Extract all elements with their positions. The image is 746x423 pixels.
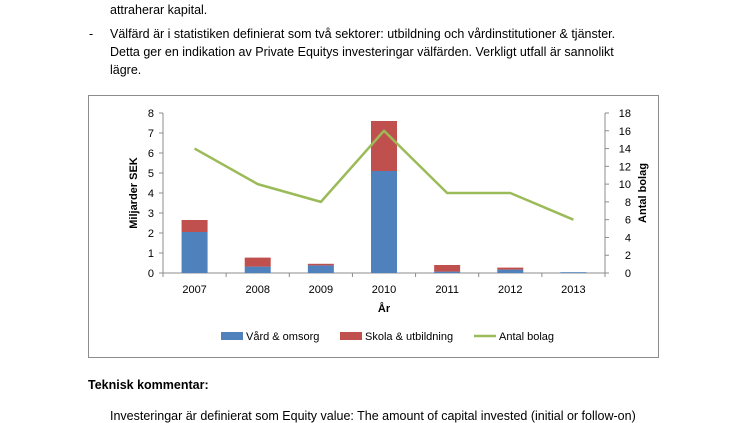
bar-vard-omsorg (371, 171, 397, 273)
bar-skola-utbildning (497, 267, 524, 270)
x-tick-label: 2010 (372, 284, 396, 296)
bullet-dash: - (89, 27, 94, 41)
bar-vard-omsorg (560, 272, 587, 273)
bar-vard-omsorg (434, 271, 461, 273)
y-tick-label: 7 (148, 128, 154, 140)
y2-tick-label: 8 (625, 197, 631, 209)
legend-vard-omsorg-label: Vård & omsorg (246, 331, 319, 343)
legend-skola-utbildning-swatch (340, 332, 362, 340)
y2-tick-label: 12 (619, 161, 631, 173)
x-tick-label: 2008 (245, 284, 269, 296)
y2-tick-label: 18 (619, 108, 631, 120)
legend-vard-omsorg-swatch (221, 332, 243, 340)
text-line-4: lägre. (110, 63, 142, 77)
text-line-top: attraherar kapital. (110, 3, 208, 17)
bar-vard-omsorg (307, 265, 334, 273)
y2-tick-label: 14 (619, 144, 631, 156)
y2-tick-label: 16 (619, 126, 631, 138)
chart-frame: 0 1 2 3 4 5 6 7 8 0 2 4 6 8 10 12 14 16 18 2007 2008 2009 2010… (88, 95, 659, 358)
y-tick-label: 3 (148, 208, 154, 220)
text-line-3: Detta ger en indikation av Private Equit… (110, 45, 614, 59)
y2-tick-label: 10 (619, 179, 631, 191)
y-tick-label: 0 (148, 268, 154, 280)
y2-axis-title: Antal bolag (637, 163, 649, 223)
y2-tick-label: 2 (625, 250, 631, 262)
y2-tick-label: 6 (625, 215, 631, 227)
line-antal-bolag (193, 129, 574, 221)
x-axis-title: År (378, 302, 391, 315)
bar-skola-utbildning (244, 257, 271, 267)
x-tick-label: 2007 (182, 284, 206, 296)
y-tick-label: 8 (148, 108, 154, 120)
x-tick-label: 2012 (498, 284, 522, 296)
chart-line (193, 129, 574, 221)
x-tick-label: 2009 (309, 284, 333, 296)
text-line-2: Välfärd är i statistiken definierat som … (110, 27, 616, 41)
bar-skola-utbildning (181, 220, 208, 232)
x-tick-label: 2011 (435, 284, 459, 296)
bar-skola-utbildning (371, 121, 397, 171)
y-tick-label: 2 (148, 228, 154, 240)
bar-skola-utbildning (434, 265, 461, 272)
y-tick-label: 1 (148, 248, 154, 260)
x-tick-label: 2013 (561, 284, 585, 296)
y2-tick-label: 0 (625, 268, 631, 280)
bar-vard-omsorg (181, 232, 208, 273)
chart-legend: Vård & omsorg Skola & utbildning Antal bol… (221, 331, 554, 343)
y-tick-label: 4 (148, 188, 154, 200)
y-axis-title: Miljarder SEK (128, 157, 140, 229)
bar-vard-omsorg (244, 266, 271, 273)
legend-skola-utbildning-label: Skola & utbildning (365, 331, 453, 343)
section-heading: Teknisk kommentar: (88, 378, 209, 392)
y2-tick-label: 4 (625, 232, 631, 244)
bar-skola-utbildning (307, 263, 334, 266)
chart-bars (181, 121, 587, 273)
y-tick-label: 6 (148, 148, 154, 160)
bar-vard-omsorg (497, 269, 524, 273)
footnote-text: Investeringar är definierat som Equity v… (110, 409, 636, 423)
legend-antal-bolag-label: Antal bolag (499, 331, 554, 343)
y-tick-label: 5 (148, 168, 154, 180)
